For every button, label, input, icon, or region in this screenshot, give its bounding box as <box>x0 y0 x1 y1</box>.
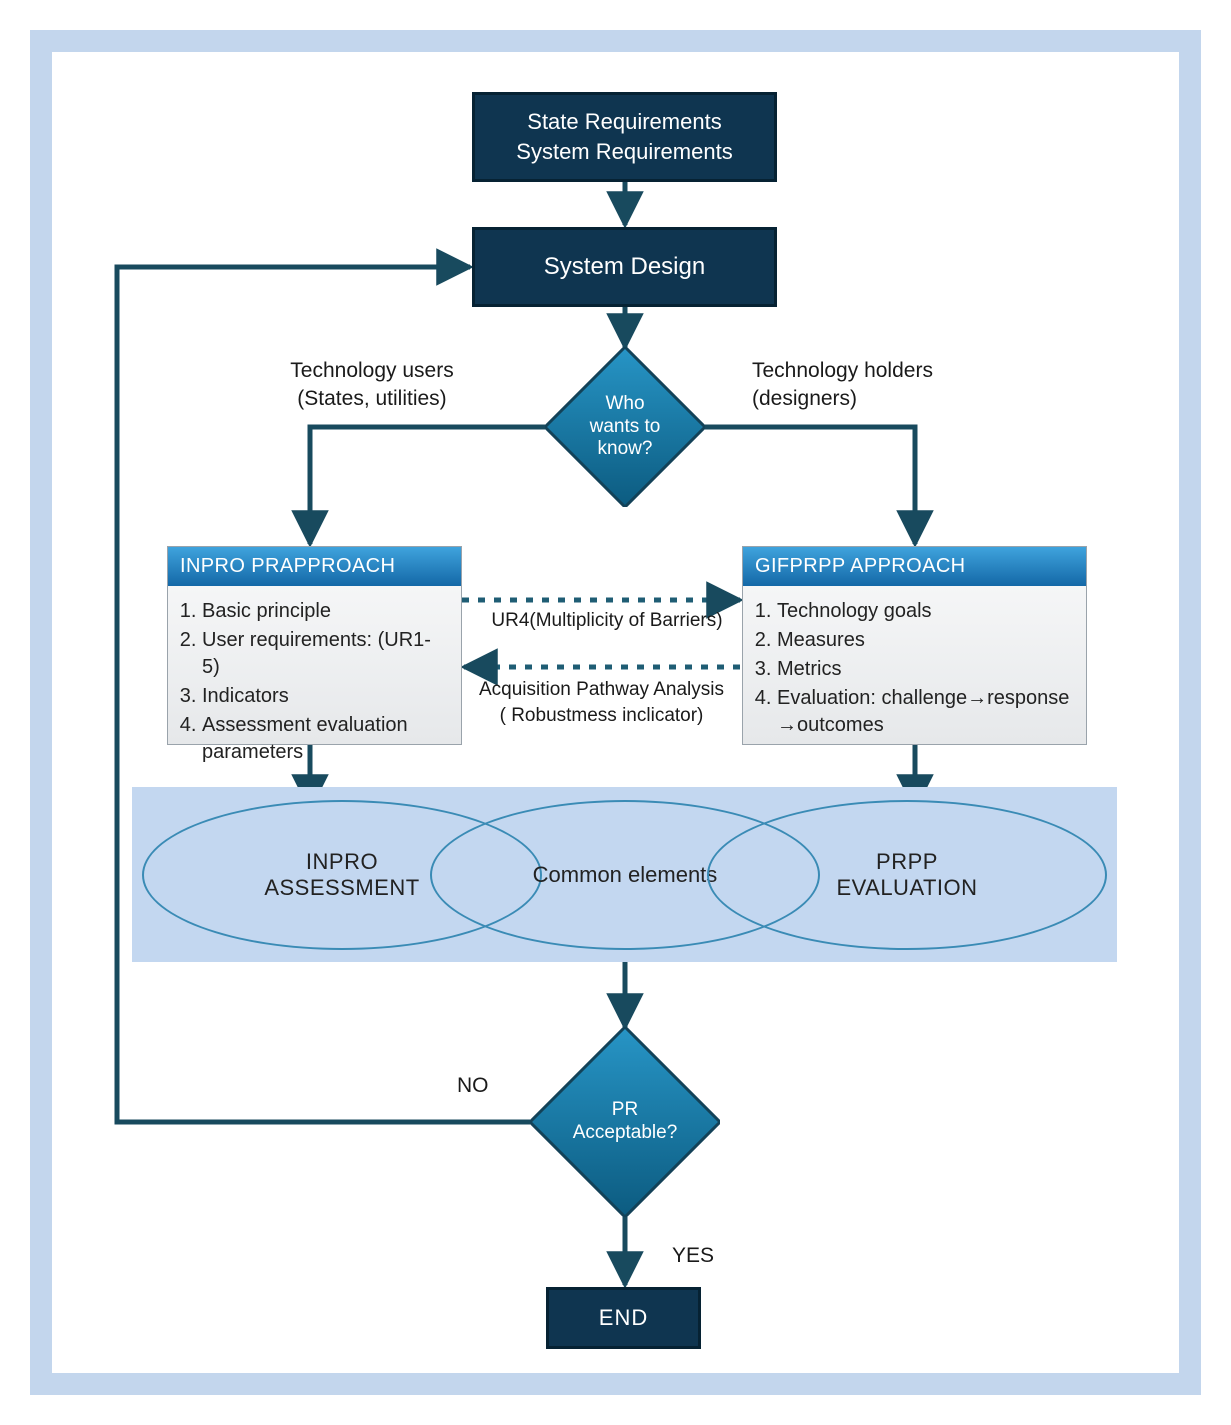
gif-header-text: GIFPRPP APPROACH <box>755 555 966 577</box>
inpro-panel: INPRO PRAPPROACH Basic principle User re… <box>167 546 462 745</box>
common-label: Common elements <box>533 862 718 888</box>
prpp-eval-line1: PRPP <box>876 849 938 874</box>
acq-line2: ( Robustmess inclicator) <box>500 705 704 726</box>
yes-label: YES <box>672 1242 714 1270</box>
inpro-item-4: Assessment evaluation parameters <box>202 712 447 766</box>
gif-item-2: Measures <box>777 627 1072 654</box>
acq-line1: Acquisition Pathway Analysis <box>479 679 724 700</box>
inpro-item-1: Basic principle <box>202 598 447 625</box>
requirements-node: State Requirements System Requirements <box>472 92 777 182</box>
end-label: END <box>599 1303 648 1333</box>
who-line3: know? <box>598 438 653 459</box>
tech-holders-line1: Technology holders <box>752 359 933 382</box>
gif-item-3: Metrics <box>777 656 1072 683</box>
inner-frame: State Requirements System Requirements S… <box>30 30 1201 1395</box>
inpro-assess-line1: INPRO <box>306 849 378 874</box>
ur4-label: UR4(Multiplicity of Barriers) <box>472 608 742 634</box>
acceptable-line2: Acceptable? <box>573 1122 678 1143</box>
inpro-assess-line2: ASSESSMENT <box>264 875 419 900</box>
flowchart-canvas: State Requirements System Requirements S… <box>52 52 1179 1373</box>
who-line2: wants to <box>590 416 661 437</box>
acquisition-label: Acquisition Pathway Analysis ( Robustmes… <box>454 677 749 728</box>
inpro-panel-header: INPRO PRAPPROACH <box>168 547 461 586</box>
who-line1: Who <box>605 393 644 414</box>
gif-item-1: Technology goals <box>777 598 1072 625</box>
gif-item-4: Evaluation: challenge→response →outcomes <box>777 685 1072 739</box>
tech-holders-line2: (designers) <box>752 387 857 410</box>
system-design-node: System Design <box>472 227 777 307</box>
who-diamond: Who wants to know? <box>545 347 705 507</box>
end-node: END <box>546 1287 701 1349</box>
outer-frame: State Requirements System Requirements S… <box>0 0 1231 1425</box>
yes-text: YES <box>672 1244 714 1267</box>
prpp-eval-line2: EVALUATION <box>836 875 977 900</box>
inpro-item-2: User requirements: (UR1-5) <box>202 627 447 681</box>
acceptable-line1: PR <box>612 1099 638 1120</box>
requirements-line2: System Requirements <box>516 139 732 164</box>
inpro-items: Basic principle User requirements: (UR1-… <box>182 598 447 766</box>
gif-items: Technology goals Measures Metrics Evalua… <box>757 598 1072 739</box>
tech-users-line2: (States, utilities) <box>297 387 446 410</box>
inpro-item-3: Indicators <box>202 683 447 710</box>
requirements-line1: State Requirements <box>527 109 721 134</box>
acceptable-diamond: PR Acceptable? <box>530 1027 720 1217</box>
gif-panel: GIFPRPP APPROACH Technology goals Measur… <box>742 546 1087 745</box>
tech-users-label: Technology users (States, utilities) <box>242 357 502 414</box>
no-label: NO <box>457 1072 489 1100</box>
ur4-text: UR4(Multiplicity of Barriers) <box>491 610 722 631</box>
tech-holders-label: Technology holders (designers) <box>752 357 1032 414</box>
system-design-label: System Design <box>544 251 705 283</box>
prpp-evaluation-ellipse: PRPP EVALUATION <box>707 800 1107 950</box>
inpro-header-text: INPRO PRAPPROACH <box>180 555 395 577</box>
no-text: NO <box>457 1074 489 1097</box>
gif-panel-header: GIFPRPP APPROACH <box>743 547 1086 586</box>
tech-users-line1: Technology users <box>290 359 453 382</box>
